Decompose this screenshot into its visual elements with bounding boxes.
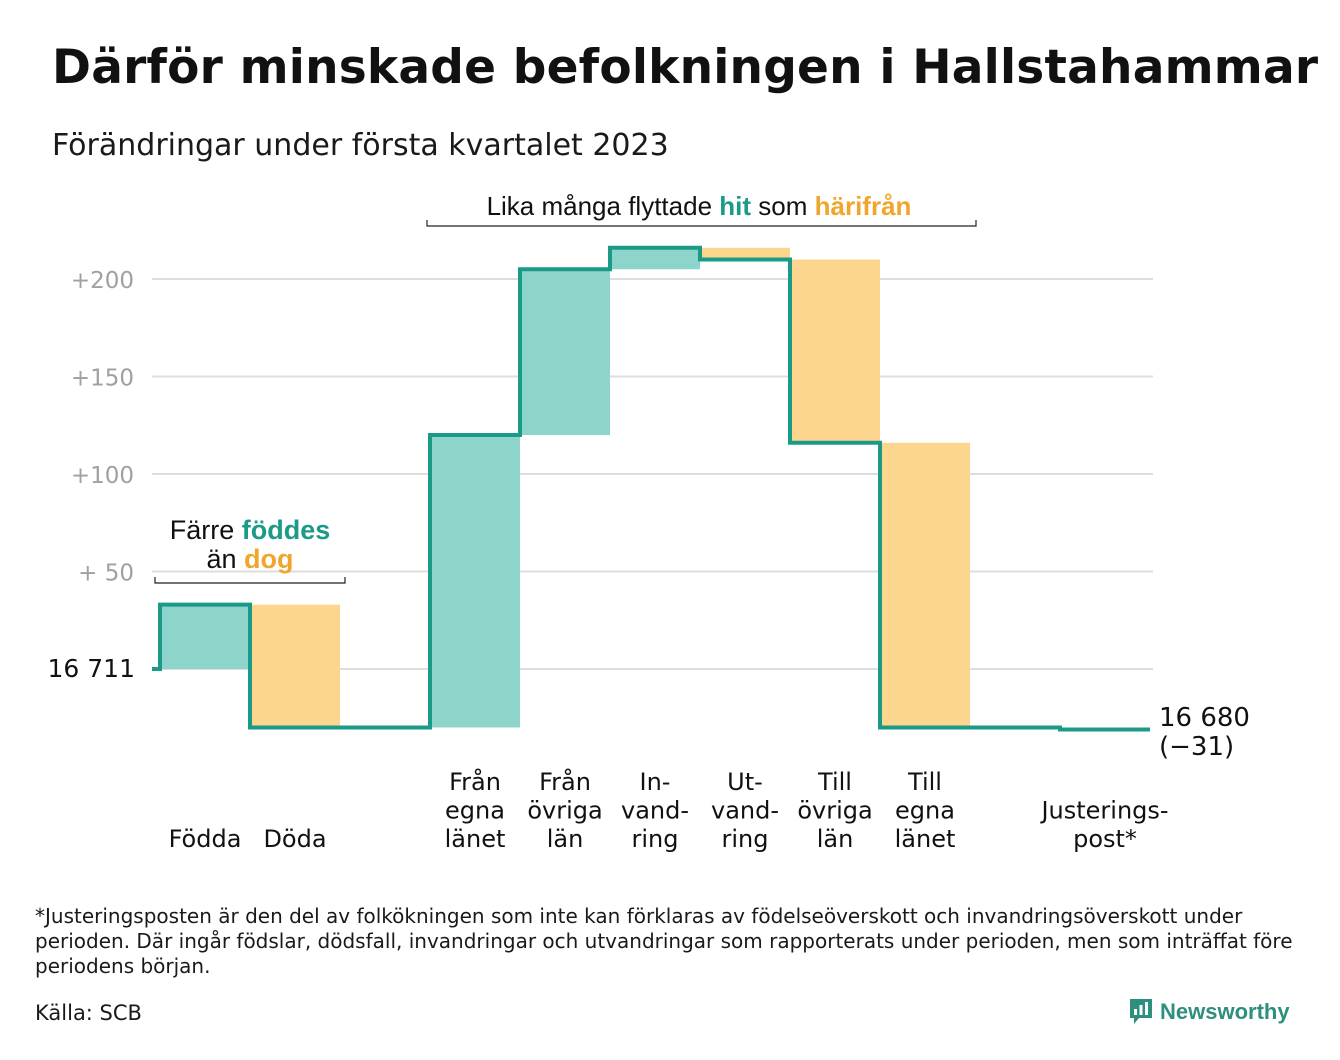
- chart-subtitle: Förändringar under första kvartalet 2023: [52, 128, 669, 163]
- waterfall-bar: [700, 247, 790, 260]
- end-value-label: 16 680: [1159, 703, 1250, 733]
- category-label: län: [817, 825, 854, 853]
- category-label: egna: [445, 797, 505, 825]
- waterfall-bar: [430, 435, 520, 728]
- category-label: Till: [907, 768, 942, 796]
- category-label: Till: [817, 768, 852, 796]
- category-label: post*: [1073, 825, 1137, 853]
- category-label: länet: [445, 825, 506, 853]
- category-label: länet: [895, 825, 956, 853]
- category-label: egna: [895, 797, 955, 825]
- waterfall-bar: [250, 604, 340, 728]
- y-tick-label: + 50: [78, 561, 134, 587]
- category-label: ring: [632, 825, 679, 853]
- category-label: övriga: [527, 797, 602, 825]
- category-label: Från: [539, 767, 591, 796]
- y-tick-label: +150: [71, 366, 134, 392]
- end-change-label: (−31): [1159, 732, 1234, 762]
- start-value-label: 16 711: [48, 654, 135, 683]
- category-label: Födda: [169, 825, 242, 853]
- births-annotation-line1: Färre föddes: [170, 515, 331, 545]
- category-label: In-: [640, 768, 671, 796]
- y-tick-label: +200: [71, 268, 134, 294]
- category-label: övriga: [797, 797, 872, 825]
- waterfall-bar: [520, 269, 610, 435]
- newsworthy-logo-icon: [1130, 999, 1152, 1024]
- category-label: Justerings-: [1039, 797, 1168, 825]
- category-label: vand-: [621, 797, 689, 825]
- moves-annotation: Lika många flyttade hit som härifrån: [487, 191, 912, 221]
- newsworthy-logo: Newsworthy: [1128, 996, 1290, 1028]
- brand-name: Newsworthy: [1160, 999, 1290, 1024]
- moves-annotation-bracket: [426, 220, 977, 227]
- category-label: Från: [449, 767, 501, 796]
- births-annotation-bracket: [154, 577, 346, 584]
- category-label: Ut-: [727, 768, 763, 796]
- category-label: vand-: [711, 797, 779, 825]
- waterfall-bar: [610, 247, 700, 270]
- waterfall-step-line: [152, 245, 1150, 732]
- waterfall-bar: [160, 604, 250, 669]
- y-tick-label: +100: [71, 463, 134, 489]
- waterfall-bar: [880, 442, 970, 728]
- category-label: län: [547, 825, 584, 853]
- waterfall-bar: [790, 259, 880, 443]
- source-note: Källa: SCB: [35, 1001, 142, 1025]
- births-annotation-line2: än dog: [206, 544, 293, 574]
- chart-title: Därför minskade befolkningen i Hallstaha…: [52, 40, 1319, 95]
- footnote: *Justeringsposten är den del av folkökni…: [35, 904, 1293, 978]
- category-label: Döda: [263, 825, 326, 853]
- category-label: ring: [722, 825, 769, 853]
